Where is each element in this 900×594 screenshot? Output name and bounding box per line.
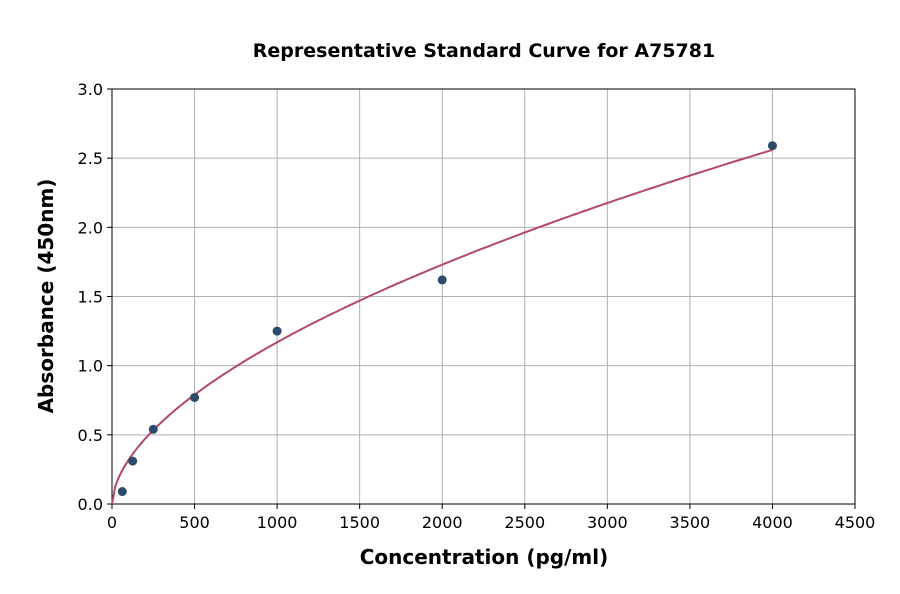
chart-title: Representative Standard Curve for A75781 [253,40,715,62]
fit-curve [111,148,773,505]
y-tick-label: 3.0 [78,80,103,99]
y-tick-label: 2.0 [78,218,103,237]
data-point [128,456,138,466]
y-tick-label: 0.5 [78,426,103,445]
x-axis-label: Concentration (pg/ml) [360,545,609,569]
y-tick-label: 0.0 [78,495,103,514]
x-tick-label: 1500 [339,513,380,532]
data-point [117,487,127,497]
data-point [767,141,777,151]
data-point [190,392,200,402]
data-point [148,424,158,434]
x-tick-label: 3000 [587,513,628,532]
x-tick-label: 2500 [504,513,545,532]
y-axis-label: Absorbance (450nm) [34,179,58,414]
x-tick-label: 0 [107,513,117,532]
data-point [437,275,447,285]
x-tick-label: 1000 [257,513,298,532]
x-tick-label: 500 [179,513,210,532]
x-tick-label: 3500 [670,513,711,532]
data-point [272,326,282,336]
y-tick-label: 1.0 [78,357,103,376]
y-tick-label: 2.5 [78,149,103,168]
x-tick-label: 2000 [422,513,463,532]
y-tick-label: 1.5 [78,288,103,307]
x-tick-label: 4500 [835,513,876,532]
x-tick-label: 4000 [752,513,793,532]
